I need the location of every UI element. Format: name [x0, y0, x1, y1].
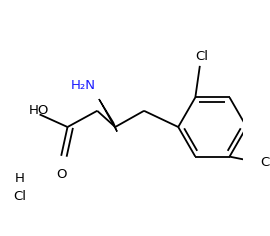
Text: H₂N: H₂N: [70, 79, 95, 92]
Text: Cl: Cl: [13, 190, 26, 203]
Text: HO: HO: [29, 104, 49, 117]
Text: Cl: Cl: [195, 50, 208, 63]
Text: H: H: [15, 172, 25, 185]
Polygon shape: [99, 99, 117, 131]
Text: O: O: [56, 169, 66, 181]
Text: Cl: Cl: [260, 156, 270, 169]
